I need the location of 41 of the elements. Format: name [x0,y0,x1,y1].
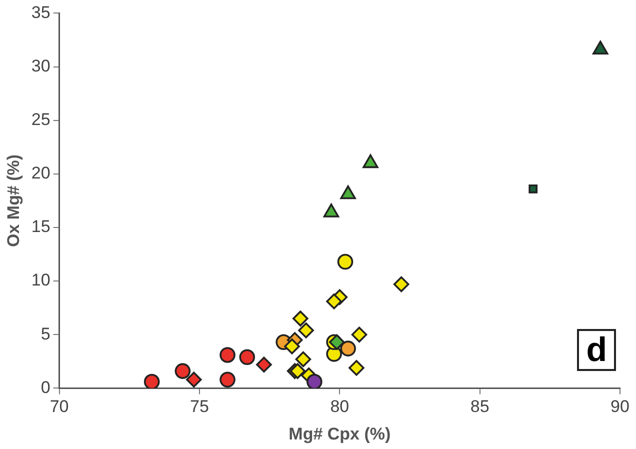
point [220,372,236,388]
point [292,310,308,326]
y-tick-label: 15 [31,217,50,236]
point [393,276,410,292]
y-tick-label: 25 [31,110,50,130]
point [323,204,340,218]
point [284,338,300,354]
y-tick-label: 30 [31,56,50,76]
point [351,326,368,343]
point [186,372,202,388]
annotation: d [577,329,616,371]
y-axis-title: Ox Mg# (%) [4,154,23,247]
point [220,347,236,363]
point [348,360,364,376]
y-tick-label: 5 [40,324,50,344]
point [295,351,312,368]
point [144,374,160,388]
point [298,322,314,338]
point [326,294,342,310]
point [337,254,354,270]
point [528,184,538,194]
point [362,154,378,168]
point [256,356,272,373]
point [174,363,191,379]
point [328,334,345,350]
y-tick-label: 35 [31,2,50,22]
point [592,40,608,55]
point [290,363,306,379]
point [239,349,256,366]
x-tick-label: 85 [470,397,490,416]
x-tick-label: 75 [190,397,209,416]
x-axis-title: Mg# Cpx (%) [288,424,391,444]
y-tick-label: 10 [31,270,50,290]
point [340,340,356,356]
x-tick-label: 80 [330,397,350,416]
y-tick-label: 20 [31,164,50,183]
x-tick-label: 70 [50,397,69,416]
x-tick-label: 90 [610,397,630,416]
y-tick-label: 0 [40,378,50,397]
point [340,185,356,200]
point [306,374,322,388]
